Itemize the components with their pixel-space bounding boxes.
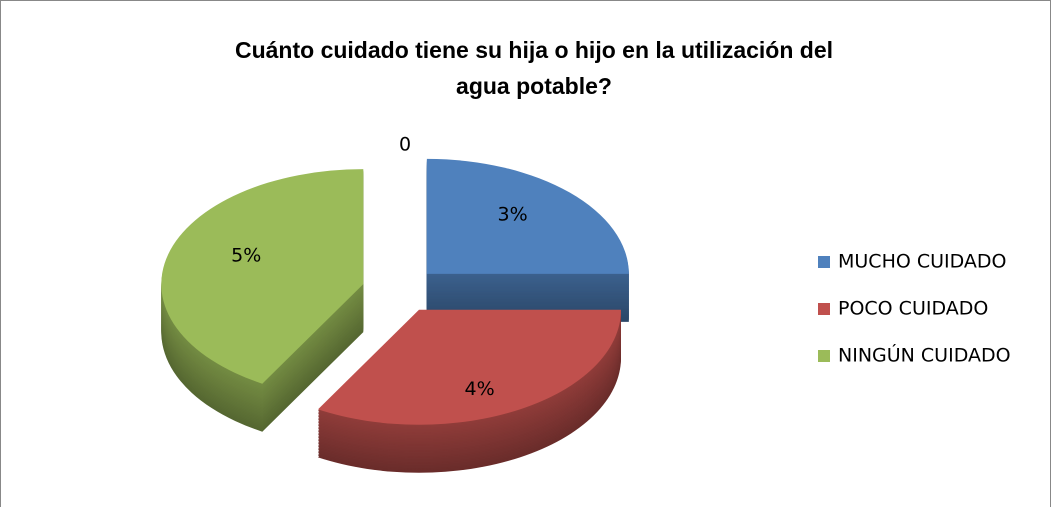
legend-swatch xyxy=(818,303,830,315)
data-label: 4% xyxy=(465,378,495,400)
legend-swatch xyxy=(818,350,830,362)
annotation: 0 xyxy=(399,134,411,156)
chart-title-line-2: agua potable? xyxy=(456,73,612,99)
legend-swatch xyxy=(818,256,830,268)
chart-title-line-1: Cuánto cuidado tiene su hija o hijo en l… xyxy=(235,37,833,63)
data-label: 5% xyxy=(231,245,261,267)
legend-label: POCO CUIDADO xyxy=(838,298,988,320)
legend-label: NINGÚN CUIDADO xyxy=(838,343,1011,367)
pie-slice xyxy=(426,158,629,274)
legend-label: MUCHO CUIDADO xyxy=(838,251,1007,273)
pie-slice xyxy=(161,169,364,384)
pie-slice xyxy=(318,309,621,425)
data-label: 3% xyxy=(497,204,527,226)
